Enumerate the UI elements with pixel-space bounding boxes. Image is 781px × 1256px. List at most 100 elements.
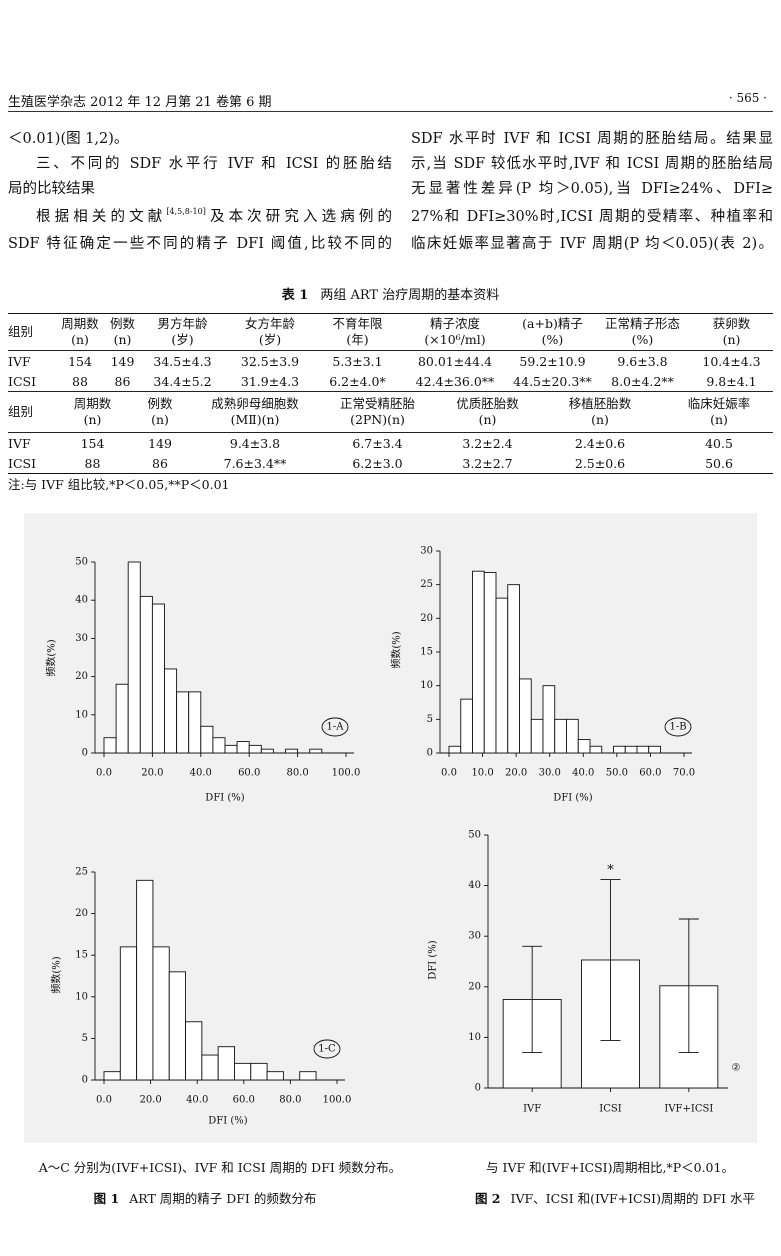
header-line: 周期数 bbox=[73, 396, 112, 411]
text-line: ＜0.01)(图 1,2)。 bbox=[8, 131, 129, 147]
x-tick-label: 40.0 bbox=[190, 768, 212, 779]
x-tick-label: 40.0 bbox=[572, 768, 594, 779]
histogram-bar bbox=[309, 748, 323, 754]
error-bar bbox=[678, 918, 699, 1054]
table-cell: 31.9±4.3 bbox=[240, 373, 300, 389]
histogram-bar bbox=[103, 737, 117, 754]
table-body: IVF 154 149 34.5±4.3 32.5±3.9 5.3±3.1 80.01±44… bbox=[8, 351, 773, 392]
table-cell: 42.4±36.0** bbox=[415, 373, 495, 389]
histogram-bar bbox=[248, 744, 262, 754]
y-axis-label: 频数(%) bbox=[50, 956, 63, 993]
x-tick-label: 60.0 bbox=[238, 768, 260, 779]
column-header: 例数 (n) bbox=[125, 392, 195, 433]
histogram-bar bbox=[542, 685, 556, 754]
table-cell: 50.6 bbox=[705, 455, 733, 471]
x-tick-label: 60.0 bbox=[639, 768, 661, 779]
table-part-1: 组别 周期数 (n) 例数 (n) 男方年龄 (岁) 女方年龄 (岁) 不育年限 (年) 精子浓度 (×… bbox=[8, 313, 773, 391]
histogram-bar bbox=[613, 745, 626, 754]
table-cell: 3.2±2.4 bbox=[462, 435, 513, 451]
table-head: 组别 周期数 (n) 例数 (n) 成熟卵母细胞数 (MⅡ)(n) 正常受精胚胎 (2PN)(n… bbox=[8, 392, 773, 433]
column-header: 移植胚胎数 (n) bbox=[535, 392, 665, 433]
table-cell: 6.2±3.0 bbox=[352, 455, 403, 471]
header-line: 例数 bbox=[147, 396, 173, 411]
table-cell: ICSI bbox=[8, 455, 37, 471]
table-cell: 86 bbox=[114, 373, 131, 389]
header-line: (n) bbox=[83, 412, 102, 427]
x-tick-label: 40.0 bbox=[186, 1095, 208, 1106]
text-line: 局的比较结果 bbox=[8, 181, 95, 197]
table-cell: 2.4±0.6 bbox=[574, 435, 626, 451]
figure2-note: 与 IVF 和(IVF+ICSI)周期相比,*P＜0.01。 bbox=[486, 1160, 734, 1175]
y-tick-label: 0 bbox=[82, 748, 88, 759]
header-line: (年) bbox=[346, 332, 369, 347]
header-line: (n) bbox=[113, 332, 132, 347]
y-tick-label: 0 bbox=[82, 1075, 88, 1086]
header-line: (n) bbox=[722, 332, 741, 347]
header-line: (a+b)精子 bbox=[522, 316, 583, 331]
table-title: 表 1 两组 ART 治疗周期的基本资料 bbox=[0, 284, 781, 303]
table-cell: 80.01±44.4 bbox=[417, 353, 493, 369]
histogram-bar bbox=[119, 946, 138, 1081]
x-axis-label: DFI (%) bbox=[553, 793, 592, 804]
y-tick-label: 50 bbox=[468, 830, 481, 841]
header-line: (n) bbox=[591, 412, 609, 427]
x-tick-label: 0.0 bbox=[441, 768, 457, 779]
header-line: 女方年龄 bbox=[244, 316, 295, 331]
y-tick-label: 25 bbox=[420, 579, 433, 590]
header-line: 组别 bbox=[8, 404, 34, 419]
histogram-bar bbox=[136, 879, 154, 1081]
histogram-bar bbox=[448, 745, 462, 754]
histogram-bar bbox=[200, 725, 214, 754]
header-line: 男方年龄 bbox=[157, 316, 208, 331]
x-tick-label: 70.0 bbox=[673, 768, 695, 779]
column-header: 组别 bbox=[8, 392, 60, 433]
y-tick-label: 5 bbox=[82, 1033, 88, 1044]
header-line: 正常受精胚胎 bbox=[339, 396, 415, 411]
x-axis-label: DFI (%) bbox=[208, 1116, 247, 1127]
page-number: · 565 · bbox=[728, 91, 767, 105]
panel-label-ring bbox=[664, 717, 692, 737]
header-line: 组别 bbox=[8, 324, 34, 339]
table-cell: IVF bbox=[8, 353, 31, 369]
header-line: (%) bbox=[541, 332, 564, 347]
y-tick-label: 30 bbox=[468, 931, 481, 942]
y-tick-label: 15 bbox=[420, 647, 433, 658]
text-line: SDF 特征确定一些不同的精子 DFI 阈值,比较不同的 bbox=[8, 236, 392, 252]
x-tick-label: ICSI bbox=[599, 1104, 621, 1115]
y-tick-label: 30 bbox=[75, 633, 88, 644]
y-tick-label: 20 bbox=[468, 981, 481, 992]
table-label: 表 1 bbox=[281, 288, 309, 303]
header-line: (×10⁶/ml) bbox=[424, 332, 486, 347]
table-cell: 8.0±4.2** bbox=[611, 373, 674, 389]
column-header: 精子浓度 (×10⁶/ml) bbox=[400, 314, 510, 351]
histogram-bar bbox=[530, 718, 544, 754]
figure1-note: A～C 分别为(IVF+ICSI)、IVF 和 ICSI 周期的 DFI 频数分… bbox=[38, 1160, 402, 1175]
panel-label: ② bbox=[732, 1063, 741, 1074]
column-header: 男方年龄 (岁) bbox=[140, 314, 225, 351]
text-line: 27%和 DFI≥30%时,ICSI 周期的受精率、种植率和 bbox=[411, 209, 773, 225]
y-axis-label: 频数(%) bbox=[390, 631, 403, 668]
y-tick-label: 10 bbox=[75, 709, 88, 720]
text-segment: 根据相关的文献 bbox=[36, 209, 167, 225]
x-tick-label: 100.0 bbox=[323, 1095, 352, 1106]
histogram-bar bbox=[185, 1021, 203, 1081]
header-line: (2PN)(n) bbox=[350, 412, 405, 427]
table-cell: 34.5±4.3 bbox=[153, 353, 212, 369]
error-bar bbox=[600, 879, 621, 1041]
header-line: (岁) bbox=[258, 332, 282, 347]
column-header: 临床妊娠率 (n) bbox=[665, 392, 773, 433]
table-cell: 6.7±3.4 bbox=[352, 435, 403, 451]
header-line: 正常精子形态 bbox=[604, 316, 680, 331]
histogram-bar bbox=[201, 1054, 219, 1081]
histogram-bar bbox=[472, 570, 485, 754]
table-note: 注:与 IVF 组比较,*P＜0.05,**P＜0.01 bbox=[8, 477, 230, 492]
table-cell: 34.4±5.2 bbox=[153, 373, 212, 389]
column-header: 周期数 (n) bbox=[60, 392, 125, 433]
figure1-label: 图 1 bbox=[93, 1191, 120, 1206]
header-line: (岁) bbox=[171, 332, 194, 347]
table-cell: 40.5 bbox=[705, 435, 733, 451]
histogram-bar bbox=[164, 668, 178, 754]
header-line: 获卵数 bbox=[712, 316, 751, 331]
